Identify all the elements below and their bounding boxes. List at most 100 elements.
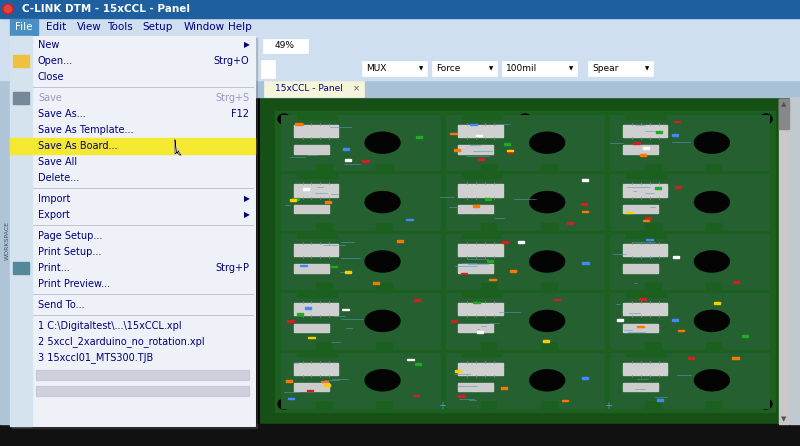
Bar <box>481 283 497 290</box>
Ellipse shape <box>278 399 290 409</box>
Bar <box>282 285 286 288</box>
Bar <box>287 320 294 322</box>
Bar <box>36 386 249 396</box>
Bar <box>13 92 29 104</box>
Text: Save All: Save All <box>38 157 77 167</box>
Bar <box>502 61 577 76</box>
Bar <box>264 81 364 97</box>
Bar <box>706 164 722 171</box>
Bar <box>447 285 450 288</box>
Bar <box>413 395 419 396</box>
Text: Send To...: Send To... <box>38 300 85 310</box>
Text: 3 15xccl01_MTS300.TJB: 3 15xccl01_MTS300.TJB <box>38 352 154 363</box>
Text: Save As Board...: Save As Board... <box>38 141 118 151</box>
Bar <box>282 225 286 228</box>
Bar <box>640 154 646 156</box>
Bar <box>643 219 650 221</box>
Ellipse shape <box>365 310 400 331</box>
Bar <box>297 353 337 356</box>
Bar <box>435 166 438 169</box>
Bar <box>362 61 427 76</box>
Bar <box>600 285 603 288</box>
Bar <box>567 223 573 224</box>
Bar <box>475 135 482 136</box>
Bar <box>345 271 351 273</box>
Bar <box>286 380 293 382</box>
Bar <box>294 145 329 154</box>
Bar <box>541 223 557 231</box>
Bar <box>462 115 501 119</box>
Bar <box>294 363 338 375</box>
Bar <box>623 303 667 315</box>
Bar <box>282 116 286 120</box>
Text: Delete...: Delete... <box>38 173 79 183</box>
Bar <box>623 383 658 392</box>
Bar <box>623 244 667 256</box>
Bar <box>294 303 338 315</box>
Bar <box>706 342 722 350</box>
Bar <box>447 176 450 179</box>
Bar <box>288 398 294 400</box>
Bar <box>645 217 651 219</box>
Bar <box>623 125 667 137</box>
Bar <box>765 166 767 169</box>
Bar <box>612 285 615 288</box>
Bar <box>308 337 314 338</box>
Bar <box>10 36 32 426</box>
Bar <box>706 401 722 409</box>
Bar <box>36 370 249 380</box>
Text: Open...: Open... <box>38 56 73 66</box>
Bar <box>626 293 666 297</box>
Bar <box>733 357 739 359</box>
Bar <box>297 313 303 314</box>
Bar <box>458 244 502 256</box>
Text: +: + <box>604 401 612 411</box>
Bar <box>626 353 666 356</box>
Text: ▼: ▼ <box>782 416 786 422</box>
Bar <box>623 145 658 154</box>
Bar <box>447 344 450 347</box>
Bar <box>316 342 332 350</box>
Bar <box>610 234 769 289</box>
Bar <box>600 176 603 179</box>
Bar <box>376 401 392 409</box>
Bar <box>600 225 603 228</box>
Bar <box>263 39 308 53</box>
Bar <box>706 283 722 290</box>
Bar <box>261 99 789 424</box>
Bar <box>435 235 438 238</box>
Bar <box>462 174 501 178</box>
Bar <box>541 164 557 171</box>
Bar <box>646 239 653 240</box>
Bar <box>462 353 501 356</box>
Bar <box>435 225 438 228</box>
Bar <box>582 211 588 212</box>
Text: +: + <box>438 401 446 411</box>
Bar <box>646 164 661 171</box>
Bar <box>678 330 684 331</box>
Text: File: File <box>15 22 33 32</box>
Bar <box>10 36 255 426</box>
Text: New: New <box>38 40 59 50</box>
Bar <box>435 354 438 357</box>
Bar <box>261 60 275 78</box>
Bar <box>300 264 306 266</box>
Bar <box>0 58 800 80</box>
Ellipse shape <box>365 192 400 213</box>
Bar <box>451 320 458 322</box>
Bar <box>672 319 678 321</box>
Ellipse shape <box>530 192 565 213</box>
Bar <box>294 244 338 256</box>
Bar <box>435 295 438 297</box>
Text: ▼: ▼ <box>569 66 573 71</box>
Bar <box>316 164 332 171</box>
Bar <box>541 401 557 409</box>
Bar <box>502 241 508 243</box>
Bar <box>600 404 603 406</box>
Bar <box>582 262 589 264</box>
Bar <box>325 202 331 203</box>
Bar <box>600 295 603 297</box>
Bar <box>345 159 351 161</box>
Bar <box>446 353 604 408</box>
Ellipse shape <box>694 310 730 331</box>
